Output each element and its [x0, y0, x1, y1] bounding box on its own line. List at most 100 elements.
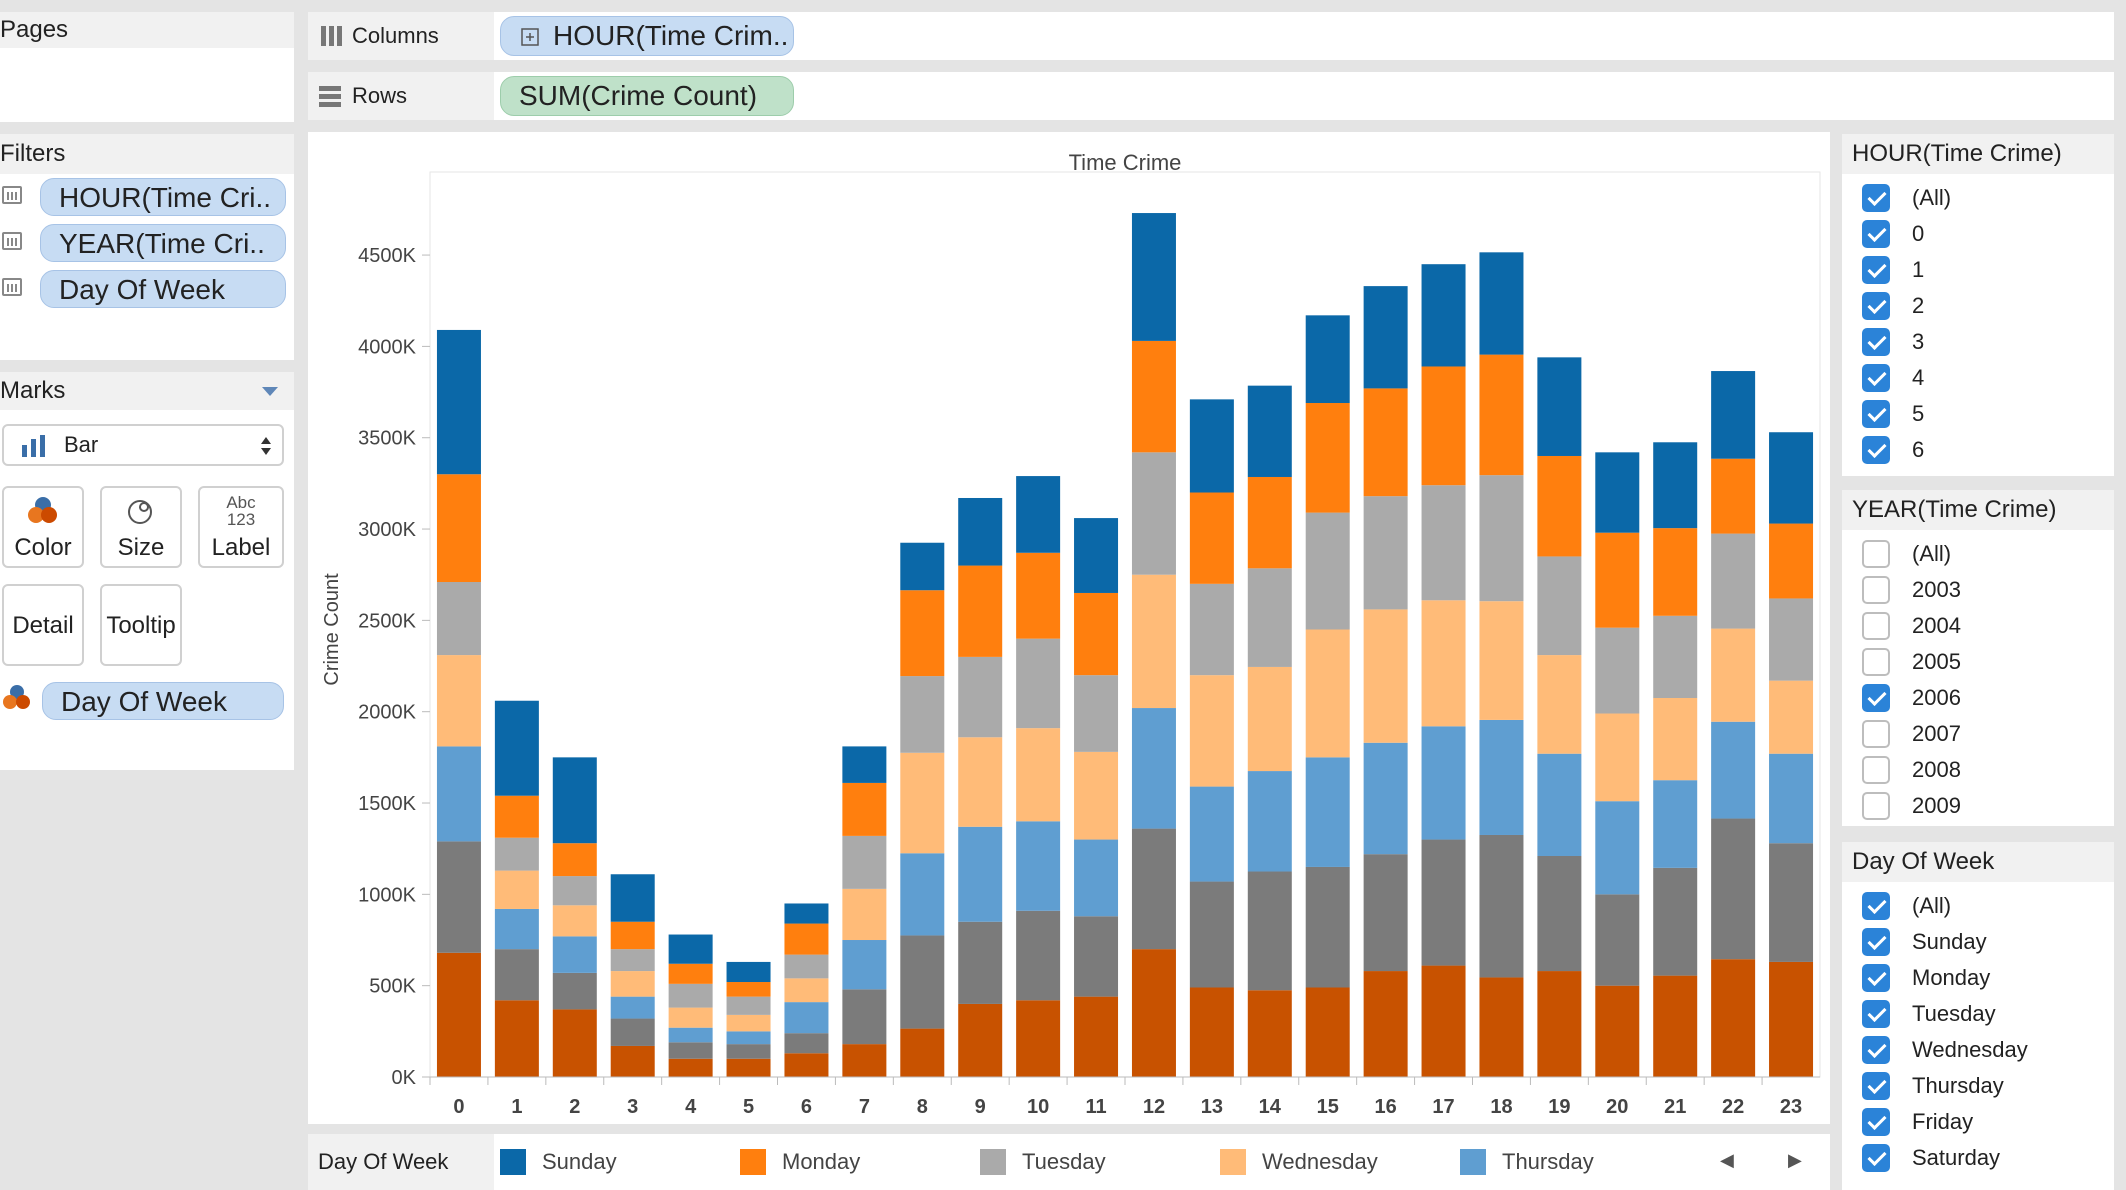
- legend-label: Wednesday: [1262, 1149, 1378, 1174]
- marks-size-button[interactable]: Size: [100, 486, 182, 568]
- checkbox[interactable]: [1862, 756, 1890, 784]
- filter-pill-year[interactable]: YEAR(Time Cri..: [40, 224, 286, 262]
- filter-pill-day-of-week[interactable]: Day Of Week: [40, 270, 286, 308]
- rows-shelf-label-area: Rows: [308, 72, 494, 120]
- marks-tooltip-button[interactable]: Tooltip: [100, 584, 182, 666]
- checkbox[interactable]: [1862, 220, 1890, 248]
- bar-segment: [1595, 532, 1640, 628]
- hour-filter-option[interactable]: 3: [1862, 324, 1924, 360]
- dow-filter-option[interactable]: Saturday: [1862, 1140, 2000, 1176]
- dow-filter-option[interactable]: Tuesday: [1862, 996, 1996, 1032]
- bar-segment: [1247, 476, 1292, 569]
- bar-segment: [958, 656, 1003, 738]
- option-label: 2006: [1912, 685, 1961, 710]
- checkbox[interactable]: [1862, 540, 1890, 568]
- checkbox[interactable]: [1862, 928, 1890, 956]
- bar-segment: [1711, 818, 1756, 960]
- bar-segment: [668, 1027, 713, 1043]
- hour-filter-option[interactable]: 6: [1862, 432, 1924, 468]
- legend-swatch: [1220, 1149, 1246, 1175]
- checkbox[interactable]: [1862, 612, 1890, 640]
- legend-next-icon[interactable]: ▶: [1788, 1150, 1802, 1170]
- checkbox[interactable]: [1862, 720, 1890, 748]
- checkbox[interactable]: [1862, 576, 1890, 604]
- bar-segment: [726, 1058, 771, 1077]
- checkbox[interactable]: [1862, 328, 1890, 356]
- year-filter-option[interactable]: 2005: [1862, 644, 1961, 680]
- checkbox[interactable]: [1862, 1072, 1890, 1100]
- color-pill-day-of-week[interactable]: Day Of Week: [42, 682, 284, 720]
- legend-item[interactable]: Tuesday: [980, 1134, 1106, 1190]
- bar-segment: [610, 949, 655, 972]
- x-tick-label: 22: [1722, 1096, 1744, 1118]
- marks-detail-button[interactable]: Detail: [2, 584, 84, 666]
- bar-segment: [1421, 485, 1466, 601]
- hour-filter-option[interactable]: 2: [1862, 288, 1924, 324]
- legend-prev-icon[interactable]: ◀: [1720, 1150, 1734, 1170]
- rows-label: Rows: [352, 83, 408, 108]
- bar-segment: [1363, 609, 1408, 743]
- bar-segment: [842, 940, 887, 990]
- bar-segment: [1537, 455, 1582, 557]
- year-filter-option[interactable]: 2004: [1862, 608, 1961, 644]
- filter-pill-hour[interactable]: HOUR(Time Cri..: [40, 178, 286, 216]
- year-filter-option[interactable]: 2009: [1862, 788, 1961, 824]
- bar-segment: [436, 474, 481, 583]
- hour-filter-option[interactable]: 0: [1862, 216, 1924, 252]
- legend-item[interactable]: Wednesday: [1220, 1134, 1378, 1190]
- hour-filter-option[interactable]: (All): [1862, 180, 1951, 216]
- bar-segment: [958, 497, 1003, 566]
- size-icon: [128, 500, 152, 524]
- legend-item[interactable]: Thursday: [1460, 1134, 1594, 1190]
- legend-swatch: [1460, 1149, 1486, 1175]
- mark-type-select[interactable]: Bar: [2, 424, 284, 466]
- dow-filter-option[interactable]: Wednesday: [1862, 1032, 2028, 1068]
- checkbox[interactable]: [1862, 964, 1890, 992]
- x-tick-label: 0: [453, 1096, 464, 1118]
- year-filter-option[interactable]: 2008: [1862, 752, 1961, 788]
- hour-filter-option[interactable]: 4: [1862, 360, 1924, 396]
- checkbox[interactable]: [1862, 1000, 1890, 1028]
- y-tick-label: 500K: [369, 976, 416, 998]
- checkbox[interactable]: [1862, 684, 1890, 712]
- year-filter-option[interactable]: 2003: [1862, 572, 1961, 608]
- dow-filter-option[interactable]: (All): [1862, 888, 1951, 924]
- checkbox[interactable]: [1862, 364, 1890, 392]
- dow-filter-option[interactable]: Thursday: [1862, 1068, 2004, 1104]
- year-filter-option[interactable]: 2007: [1862, 716, 1961, 752]
- checkbox[interactable]: [1862, 792, 1890, 820]
- legend-item[interactable]: Sunday: [500, 1134, 617, 1190]
- checkbox[interactable]: [1862, 292, 1890, 320]
- hour-filter-option[interactable]: 5: [1862, 396, 1924, 432]
- year-filter-option[interactable]: (All): [1862, 536, 1951, 572]
- dow-filter-option[interactable]: Friday: [1862, 1104, 1973, 1140]
- bar-segment: [1305, 315, 1350, 404]
- dow-filter-option[interactable]: Sunday: [1862, 924, 1987, 960]
- rows-pill-sum-crime-count[interactable]: SUM(Crime Count): [500, 76, 794, 116]
- expand-plus-icon[interactable]: [521, 28, 539, 46]
- checkbox[interactable]: [1862, 648, 1890, 676]
- checkbox[interactable]: [1862, 892, 1890, 920]
- year-filter-option[interactable]: 2006: [1862, 680, 1961, 716]
- checkbox[interactable]: [1862, 1036, 1890, 1064]
- bar-segment: [1537, 655, 1582, 754]
- checkbox[interactable]: [1862, 256, 1890, 284]
- dow-filter-option[interactable]: Monday: [1862, 960, 1990, 996]
- legend-item[interactable]: Monday: [740, 1134, 860, 1190]
- marks-label-button[interactable]: Abc 123 Label: [198, 486, 284, 568]
- select-updown-icon: [261, 437, 271, 455]
- checkbox[interactable]: [1862, 184, 1890, 212]
- bar-segment: [900, 853, 945, 936]
- columns-pill-hour[interactable]: HOUR(Time Crim..: [500, 16, 794, 56]
- checkbox[interactable]: [1862, 436, 1890, 464]
- x-tick-label: 20: [1606, 1096, 1628, 1118]
- checkbox[interactable]: [1862, 1108, 1890, 1136]
- hour-filter-option[interactable]: 1: [1862, 252, 1924, 288]
- bar-segment: [436, 329, 481, 475]
- marks-color-button[interactable]: Color: [2, 486, 84, 568]
- bar-segment: [1595, 627, 1640, 714]
- bar-segment: [436, 582, 481, 656]
- marks-collapse-icon[interactable]: [262, 387, 278, 397]
- checkbox[interactable]: [1862, 1144, 1890, 1172]
- checkbox[interactable]: [1862, 400, 1890, 428]
